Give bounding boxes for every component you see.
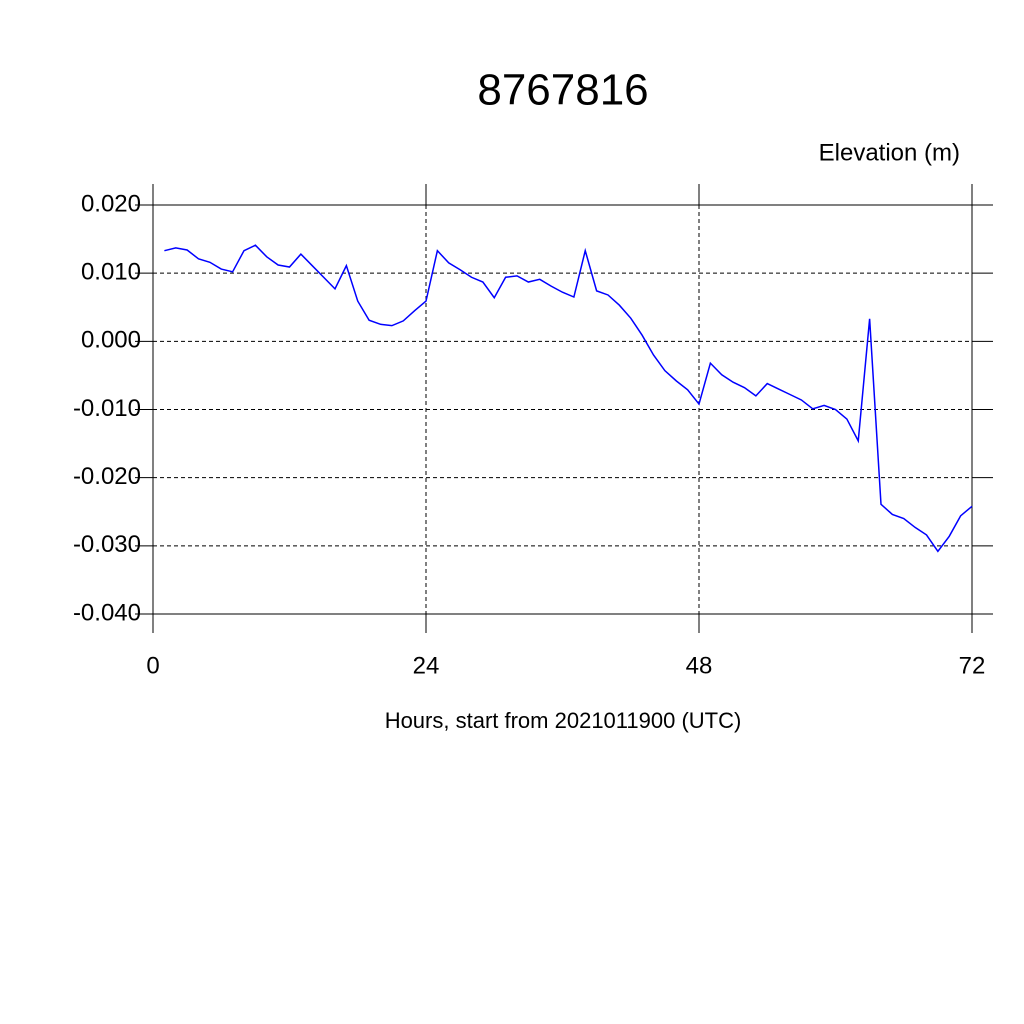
- x-tick-label: 48: [686, 652, 713, 679]
- y-tick-label: 0.020: [81, 190, 141, 217]
- chart-title: 8767816: [477, 66, 648, 115]
- y-tick-label: 0.010: [81, 259, 141, 286]
- chart-subtitle: Elevation (m): [819, 139, 960, 166]
- y-tick-label: 0.000: [81, 327, 141, 354]
- x-tick-label: 24: [413, 652, 440, 679]
- y-tick-label: -0.020: [73, 463, 141, 490]
- y-tick-label: -0.040: [73, 599, 141, 626]
- y-tick-label: -0.030: [73, 531, 141, 558]
- line-series: [164, 244, 973, 553]
- x-tick-label: 72: [959, 652, 986, 679]
- y-tick-label: -0.010: [73, 395, 141, 422]
- x-axis-label: Hours, start from 2021011900 (UTC): [385, 708, 742, 733]
- x-tick-label: 0: [146, 652, 159, 679]
